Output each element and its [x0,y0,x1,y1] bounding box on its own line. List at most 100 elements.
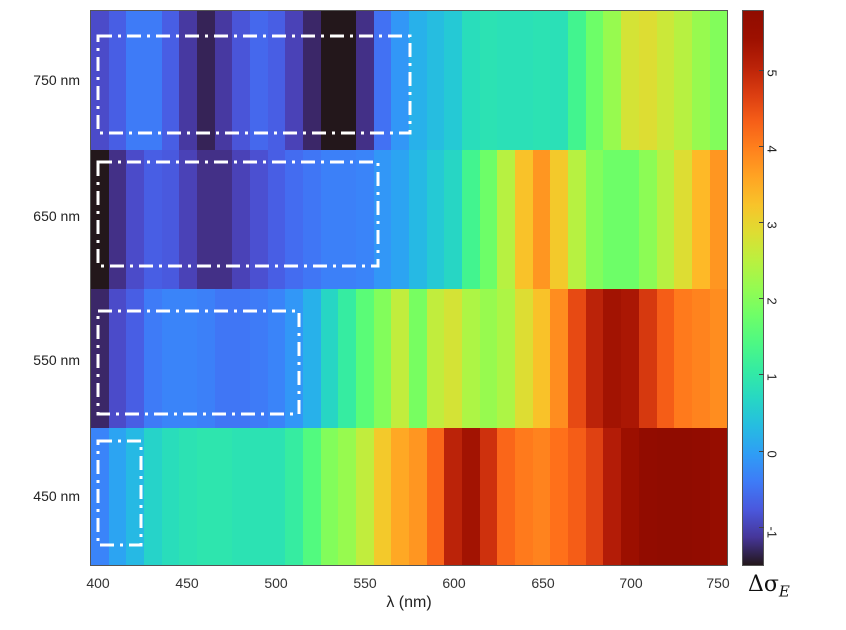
colorbar-tickmark [759,298,764,299]
heatmap-cell [585,150,604,289]
heatmap-cell [161,11,180,150]
heatmap-cell [462,11,480,150]
heatmap-cell [356,11,374,150]
heatmap-cell [532,289,551,428]
colorbar-tickmark [759,222,764,223]
colorbar-tickmark [759,527,764,528]
heatmap-cell [691,11,710,150]
heatmap-cell [568,289,586,428]
heatmap-cell [126,11,145,150]
colorbar-tickmark [759,70,764,71]
heatmap-cell [444,428,463,565]
heatmap-cell [497,289,516,428]
colorbar-tick: 3 [764,221,780,229]
heatmap-cell [320,428,339,565]
heatmap-cell [214,289,233,428]
heatmap-cell [497,428,516,565]
heatmap-cell [444,150,463,289]
colorbar-tick: 0 [764,450,780,458]
heatmap-cell [515,150,533,289]
heatmap-cell [426,150,445,289]
heatmap-cell [285,11,304,150]
heatmap-cell [585,11,604,150]
heatmap-cell [126,150,145,289]
colorbar-tick: 5 [764,69,780,77]
heatmap-cell [621,150,639,289]
heatmap-cell [108,428,127,565]
heatmap-cell [179,11,198,150]
heatmap-cell [267,289,286,428]
heatmap-cell [674,11,692,150]
heatmap-cell [585,289,604,428]
heatmap-cell [179,428,198,565]
heatmap-cell [638,11,657,150]
heatmap-cell [91,150,109,289]
heatmap-cell [603,11,622,150]
heatmap-cell [550,428,569,565]
heatmap-cell [250,428,268,565]
heatmap-cell [320,150,339,289]
heatmap-cell [91,11,109,150]
heatmap-cell [214,428,233,565]
heatmap-cell [709,289,727,428]
heatmap-cell [479,289,498,428]
heatmap-cell [674,150,692,289]
heatmap-cell [303,428,321,565]
heatmap-cell [568,11,586,150]
heatmap-cell [550,289,569,428]
heatmap-cell [691,289,710,428]
heatmap-cell [479,428,498,565]
heatmap-cell [426,289,445,428]
heatmap-cell [338,150,357,289]
heatmap-cell [303,11,321,150]
heatmap-cell [409,150,427,289]
heatmap-cell [161,289,180,428]
heatmap-cell [285,428,304,565]
x-tick: 500 [264,575,288,591]
colorbar [742,10,764,566]
heatmap-cell [179,289,198,428]
heatmap-cell [426,428,445,565]
heatmap-cell [621,289,639,428]
heatmap-cell [126,289,145,428]
heatmap-cell [232,289,251,428]
heatmap-cell [373,11,392,150]
heatmap-cell [197,11,215,150]
heatmap-cell [320,11,339,150]
heatmap-cell [409,428,427,565]
heatmap-cell [144,11,162,150]
heatmap-cell [638,289,657,428]
heatmap-cell [709,150,727,289]
heatmap-plot-area [90,10,728,566]
highlight-rectangle [96,160,380,268]
colorbar-tickmark [759,146,764,147]
x-tick: 550 [353,575,377,591]
y-tick-750: 750 nm [33,72,80,88]
heatmap-cell [638,428,657,565]
heatmap-cell [391,289,410,428]
heatmap-cell [356,428,374,565]
heatmap-cell [444,11,463,150]
x-tick: 700 [619,575,643,591]
heatmap-cell [691,428,710,565]
heatmap-cell [232,150,251,289]
heatmap-cell [426,11,445,150]
heatmap-cell [91,428,109,565]
heatmap-cell [338,289,357,428]
x-tick: 400 [86,575,110,591]
heatmap-cell [532,428,551,565]
x-tick: 600 [442,575,466,591]
heatmap-cell [303,150,321,289]
heatmap-cell [391,428,410,565]
heatmap-cell [303,289,321,428]
heatmap-cell [674,428,692,565]
y-tick-450: 450 nm [33,488,80,504]
heatmap-cell [656,289,675,428]
heatmap-cell [709,428,727,565]
heatmap-row [91,150,727,289]
heatmap-cell [197,150,215,289]
heatmap-cell [250,11,268,150]
heatmap-cell [320,289,339,428]
colorbar-label: ΔσE [748,572,790,601]
